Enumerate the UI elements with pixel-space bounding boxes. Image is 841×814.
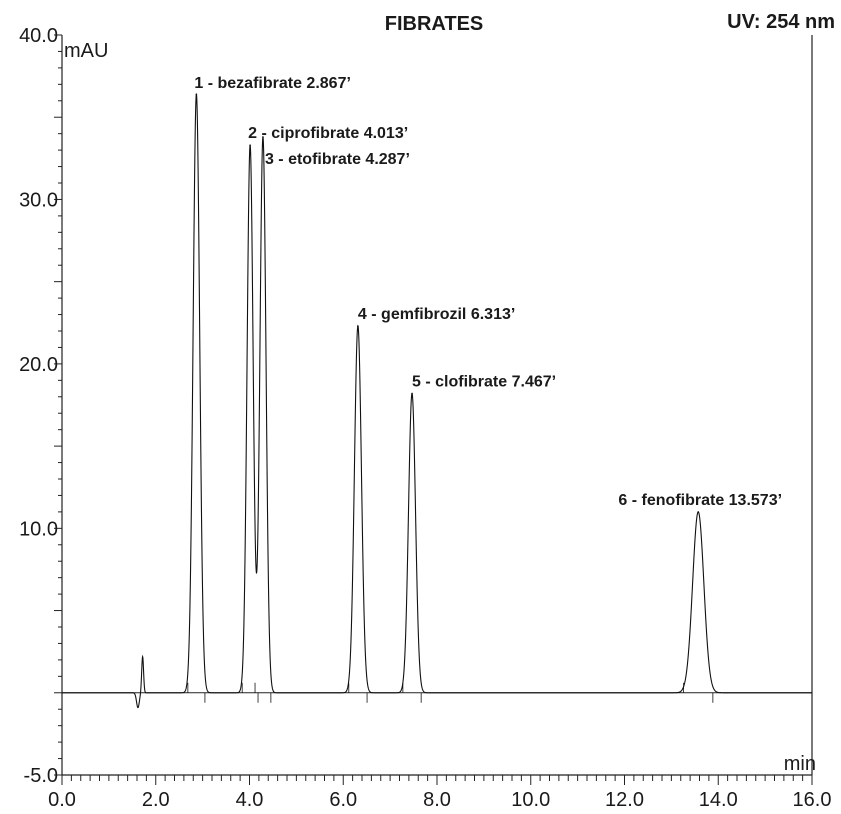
x-axis-unit-label: min — [784, 753, 816, 775]
peak-apex-4 — [357, 325, 359, 327]
chart-title: FIBRATES — [385, 13, 484, 35]
x-tick-label: 10.0 — [511, 789, 550, 811]
signal-series — [62, 93, 812, 709]
x-tick-label: 6.0 — [329, 789, 357, 811]
x-tick-label: 14.0 — [699, 789, 738, 811]
x-tick-label: 16.0 — [793, 789, 832, 811]
y-axis-unit-label: mAU — [64, 40, 108, 62]
x-tick-label: 12.0 — [605, 789, 644, 811]
peak-apex-3 — [262, 136, 264, 138]
x-tick-label: 4.0 — [236, 789, 264, 811]
peak-label-5: 5 - clofibrate 7.467’ — [412, 373, 556, 390]
peak-apex-2 — [249, 144, 251, 146]
chromatogram-trace — [62, 94, 812, 709]
x-tick-label: 8.0 — [423, 789, 451, 811]
x-tick-label: 0.0 — [48, 789, 76, 811]
peak-label-1: 1 - bezafibrate 2.867’ — [194, 75, 351, 92]
ticks: 0.0 2.0 4.0 6.0 8.0 10.0 12.0 14.0 16.0 40.0 30.0 2… — [19, 25, 831, 811]
peak-labels: 1 - bezafibrate 2.867’ 2 - ciprofibrate 4… — [194, 75, 782, 509]
peak-apex-1 — [195, 93, 198, 95]
y-tick-label: 30.0 — [19, 189, 58, 211]
y-tick-label: -5.0 — [24, 765, 58, 787]
x-tick-label: 2.0 — [142, 789, 170, 811]
peak-label-2: 2 - ciprofibrate 4.013’ — [248, 125, 408, 142]
peak-label-3: 3 - etofibrate 4.287’ — [265, 151, 410, 168]
peak-apex-6 — [697, 511, 700, 513]
detector-label: UV: 254 nm — [727, 11, 835, 33]
peak-label-6: 6 - fenofibrate 13.573’ — [618, 492, 782, 509]
y-tick-label: 20.0 — [19, 354, 58, 376]
y-tick-label: 10.0 — [19, 518, 58, 540]
peak-apex-5 — [411, 392, 413, 395]
peak-label-4: 4 - gemfibrozil 6.313’ — [358, 306, 515, 323]
y-tick-label: 40.0 — [19, 25, 58, 47]
axes — [61, 35, 813, 776]
